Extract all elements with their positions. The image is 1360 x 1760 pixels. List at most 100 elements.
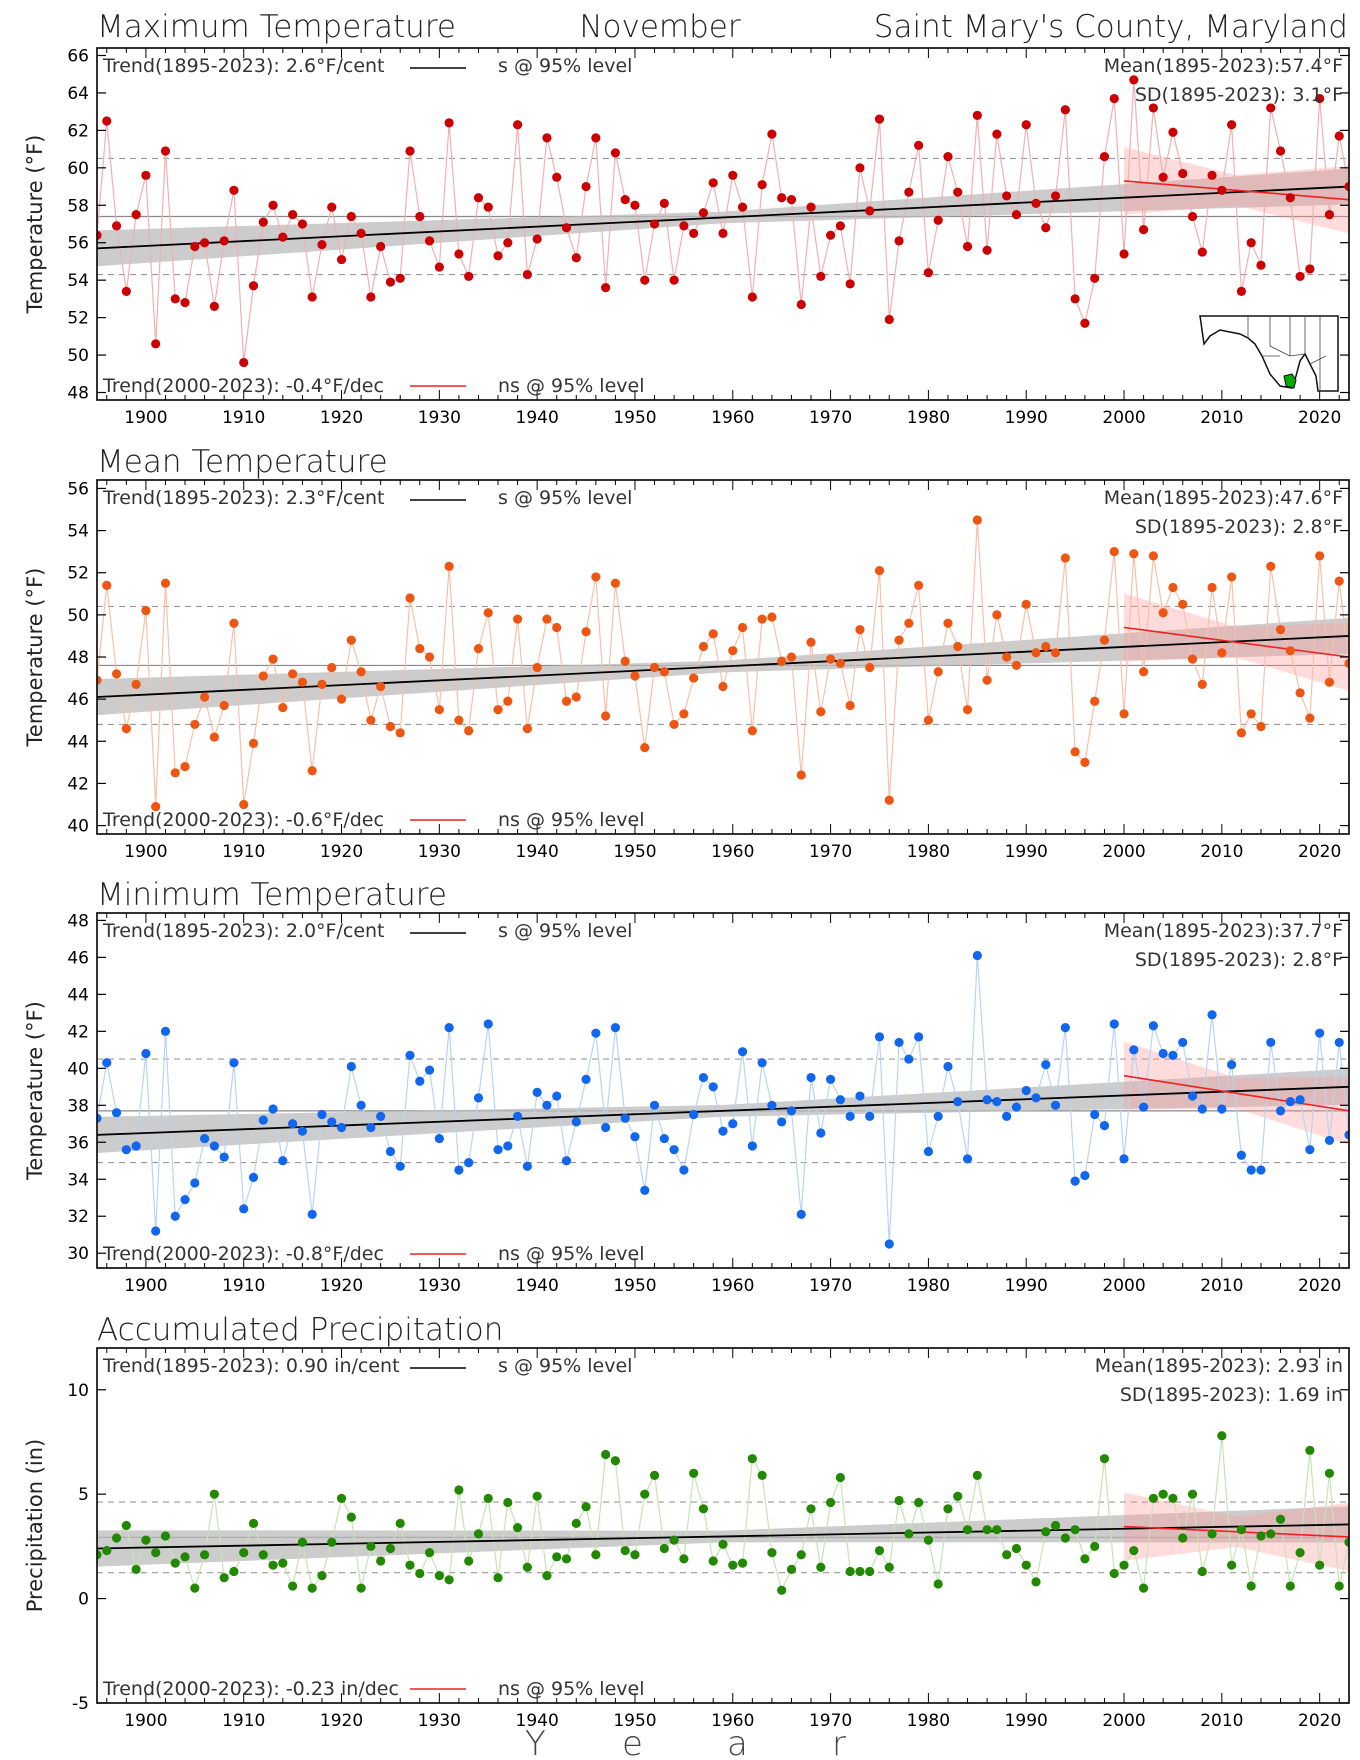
data-point-mean-1902: [160, 578, 171, 588]
location-title: Saint Mary's County, Maryland: [874, 9, 1348, 45]
data-point-mean-1917: [307, 766, 317, 776]
data-point-max-1916: [297, 219, 308, 229]
data-point-prcp-1974: [865, 1566, 875, 1577]
data-point-prcp-2005: [1168, 1493, 1178, 1503]
data-point-mean-1985: [972, 515, 982, 525]
xtick-label-max-1950: 1950: [613, 408, 656, 428]
data-point-mean-2013: [1246, 709, 1256, 719]
data-point-min-1908: [219, 1152, 229, 1162]
data-point-mean-2012: [1236, 728, 1247, 738]
data-point-mean-1983: [953, 641, 963, 652]
data-point-prcp-1981: [933, 1579, 943, 1589]
data-point-max-1940: [532, 234, 542, 244]
xtick-label-prcp-1980: 1980: [907, 1711, 950, 1731]
ytick-label-prcp-0: 0: [78, 1590, 89, 1610]
data-point-prcp-2000: [1119, 1560, 1129, 1570]
ytick-label-min-44: 44: [67, 985, 89, 1005]
ylabel-prcp: Precipitation (in): [23, 1439, 47, 1612]
trend-long-label-mean: Trend(1895-2023): 2.3°F/cent: [102, 487, 385, 509]
data-point-mean-1912: [258, 671, 268, 681]
ytick-label-min-30: 30: [67, 1244, 89, 1264]
data-point-prcp-1973: [855, 1566, 865, 1577]
data-point-prcp-1983: [953, 1491, 963, 1501]
trend-long-sig-max: s @ 95% level: [498, 55, 632, 77]
data-point-mean-1990: [1021, 599, 1031, 609]
data-point-prcp-1996: [1080, 1554, 1090, 1564]
data-point-min-1956: [689, 1109, 699, 1120]
data-point-max-1977: [894, 236, 904, 246]
data-point-mean-2011: [1227, 572, 1237, 582]
ytick-label-prcp--5: -5: [72, 1694, 89, 1714]
xlabel-letter-a: a: [727, 1724, 748, 1760]
data-point-mean-1936: [493, 705, 503, 715]
xtick-label-prcp-2020: 2020: [1298, 1711, 1341, 1731]
data-point-prcp-2011: [1227, 1560, 1237, 1570]
data-point-mean-2002: [1138, 667, 1149, 677]
data-point-max-1913: [268, 200, 278, 210]
data-point-prcp-2017: [1285, 1581, 1295, 1591]
data-point-prcp-1901: [151, 1548, 161, 1558]
trend-short-label-prcp: Trend(2000-2023): -0.23 in/dec: [102, 1678, 399, 1700]
data-point-max-1899: [131, 210, 141, 220]
ytick-label-max-60: 60: [67, 159, 89, 179]
trend-short-sig-prcp: ns @ 95% level: [498, 1678, 644, 1700]
data-point-min-1933: [464, 1158, 474, 1168]
data-point-prcp-1908: [219, 1573, 229, 1583]
ytick-label-mean-46: 46: [67, 690, 89, 710]
data-point-mean-1991: [1031, 648, 1041, 658]
data-point-mean-2009: [1207, 582, 1217, 593]
data-point-max-1968: [806, 202, 816, 212]
xtick-label-min-1910: 1910: [222, 1276, 265, 1296]
panel-title-max: Maximum Temperature: [97, 9, 456, 45]
data-point-mean-1949: [620, 656, 630, 666]
data-point-mean-1896: [102, 580, 112, 590]
data-point-min-2021: [1324, 1135, 1335, 1146]
ytick-label-prcp-5: 5: [78, 1485, 89, 1505]
ytick-label-max-62: 62: [67, 121, 89, 141]
data-point-mean-1996: [1080, 757, 1090, 767]
data-point-min-1964: [767, 1100, 777, 1110]
data-point-min-1996: [1080, 1170, 1090, 1181]
ylabel-max: Temperature (°F): [23, 135, 47, 315]
ytick-label-max-66: 66: [67, 46, 89, 66]
data-point-min-2001: [1129, 1045, 1139, 1055]
data-point-max-2015: [1266, 103, 1276, 113]
panel-prcp: Accumulated Precipitation -5 0 5 10 1900 1910 1…: [23, 1312, 1350, 1731]
data-point-mean-1914: [278, 702, 288, 713]
data-point-mean-1905: [190, 719, 200, 730]
data-point-prcp-2008: [1197, 1566, 1207, 1577]
data-point-mean-1950: [630, 671, 640, 681]
xtick-label-max-2020: 2020: [1298, 408, 1341, 428]
data-point-min-1945: [581, 1074, 591, 1085]
data-point-min-2011: [1227, 1060, 1237, 1070]
data-point-min-1962: [747, 1141, 757, 1151]
data-point-max-1919: [327, 202, 337, 212]
data-point-prcp-2019: [1305, 1445, 1315, 1455]
data-point-min-1973: [855, 1091, 865, 1101]
maryland-outline: [1199, 315, 1339, 392]
xtick-label-min-1980: 1980: [907, 1276, 950, 1296]
data-point-min-2009: [1207, 1010, 1217, 1020]
data-point-prcp-1971: [835, 1472, 845, 1483]
data-point-prcp-1977: [894, 1495, 904, 1506]
data-point-max-1900: [141, 170, 151, 180]
data-point-max-1947: [601, 283, 611, 293]
data-point-mean-2020: [1315, 551, 1325, 561]
xtick-label-mean-2020: 2020: [1298, 842, 1341, 862]
data-point-min-1895: [97, 1113, 102, 1123]
data-point-max-1975: [874, 114, 885, 124]
data-point-max-1969: [816, 271, 826, 282]
data-point-mean-1965: [777, 656, 787, 666]
data-point-prcp-1917: [307, 1583, 317, 1593]
data-point-max-1943: [561, 223, 572, 233]
xtick-label-min-1900: 1900: [124, 1276, 167, 1296]
data-point-mean-1957: [698, 641, 709, 652]
trend-short-label-max: Trend(2000-2023): -0.4°F/dec: [102, 375, 384, 397]
data-point-max-1993: [1050, 191, 1061, 201]
data-point-max-1998: [1099, 151, 1110, 162]
data-point-prcp-2015: [1266, 1529, 1276, 1539]
data-point-mean-1931: [444, 561, 454, 571]
data-point-prcp-1935: [483, 1493, 493, 1503]
data-point-prcp-1950: [630, 1550, 640, 1560]
data-point-prcp-1990: [1021, 1560, 1031, 1570]
